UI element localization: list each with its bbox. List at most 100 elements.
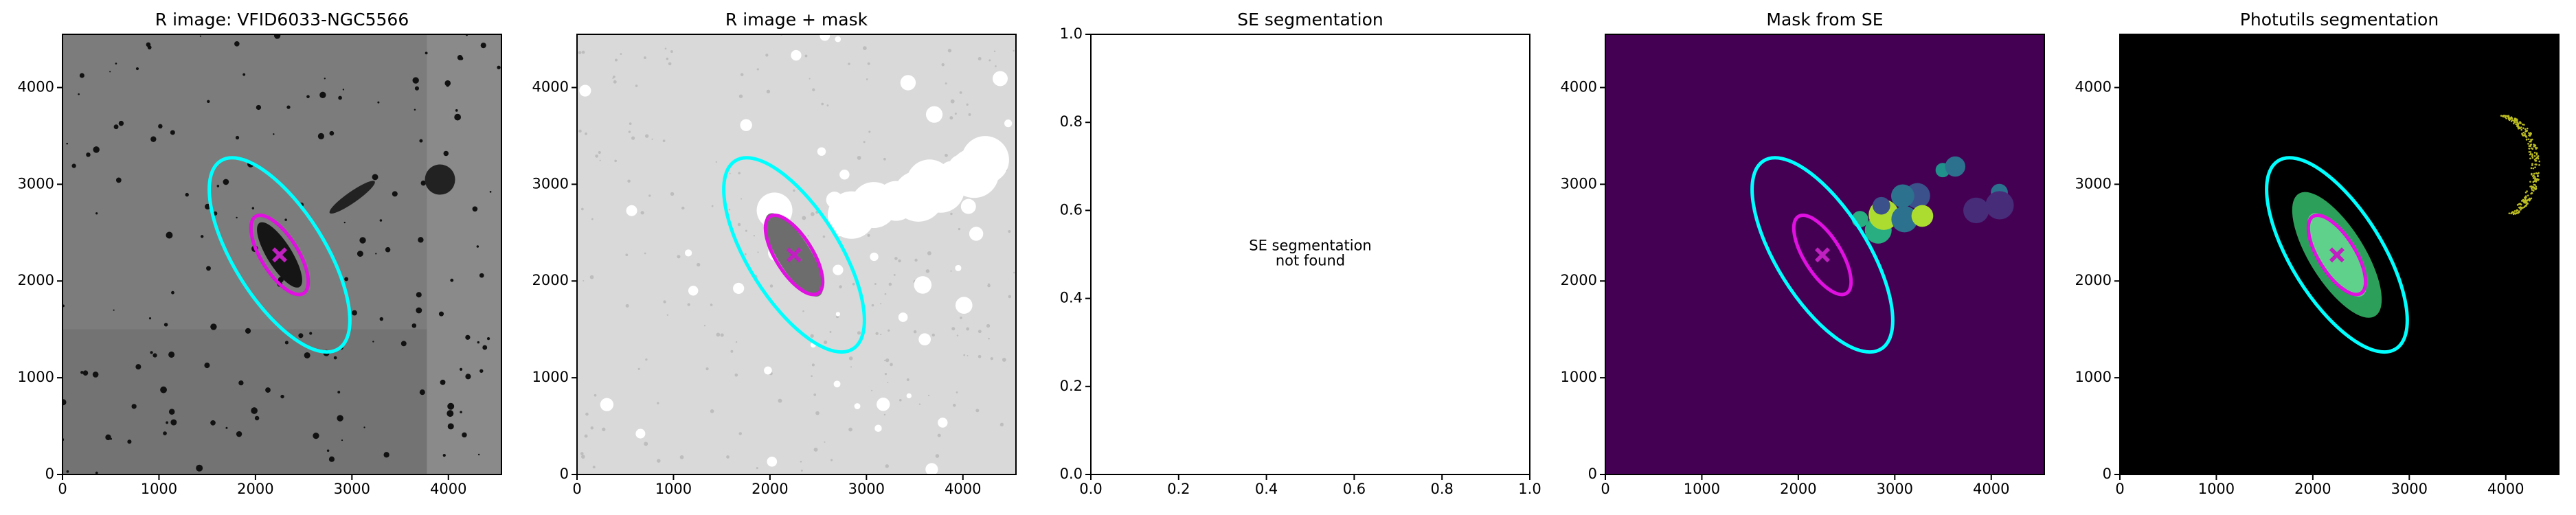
noise	[578, 51, 582, 54]
noise	[679, 455, 684, 459]
x-tick-label: 1000	[141, 481, 177, 497]
noise	[757, 251, 759, 253]
noise	[589, 275, 594, 279]
segment-dot	[2500, 115, 2502, 117]
axes-frame	[62, 34, 502, 475]
star	[210, 323, 217, 330]
noise	[868, 130, 871, 133]
star	[337, 391, 341, 393]
noise	[824, 441, 826, 443]
noise	[950, 212, 953, 216]
star	[479, 273, 484, 278]
star	[204, 363, 210, 369]
segment-dot	[2529, 157, 2531, 160]
noise	[822, 235, 826, 238]
noise	[931, 333, 935, 337]
noise	[839, 285, 842, 288]
noise	[899, 398, 902, 402]
star	[71, 163, 76, 168]
noise	[885, 358, 890, 363]
mask-hole	[626, 205, 637, 216]
y-tick-label: 0	[2103, 466, 2112, 482]
segment-dot	[2516, 119, 2518, 122]
star	[284, 341, 289, 345]
segment-dot	[2524, 133, 2527, 135]
noise	[613, 76, 615, 78]
star	[383, 452, 389, 458]
mask-hole	[1004, 119, 1013, 128]
noise	[986, 323, 991, 328]
noise	[950, 270, 952, 272]
noise	[807, 235, 809, 237]
segment-dot	[2518, 206, 2520, 209]
noise	[578, 129, 582, 133]
noise	[966, 103, 969, 106]
center-marker	[786, 247, 802, 263]
segment-dot	[2523, 124, 2525, 126]
star	[79, 73, 84, 78]
segment-dot	[2533, 180, 2535, 183]
y-tick-label: 2000	[2075, 272, 2112, 288]
noise	[894, 257, 898, 260]
star	[150, 136, 157, 142]
noise	[887, 381, 889, 383]
noise	[871, 389, 873, 391]
noise	[862, 46, 867, 50]
noise	[867, 233, 870, 237]
noise	[720, 333, 724, 337]
segment-dot	[2524, 196, 2526, 198]
segment-dot	[2520, 128, 2522, 131]
segment-dot	[2531, 163, 2533, 165]
segment-dot	[2516, 211, 2518, 214]
star	[319, 91, 326, 99]
star	[400, 341, 407, 347]
noise	[953, 404, 956, 407]
star	[337, 415, 343, 422]
image-patch	[427, 34, 501, 474]
star	[341, 439, 343, 442]
star	[482, 345, 488, 350]
star	[416, 292, 422, 298]
noise	[640, 211, 644, 215]
star	[207, 100, 210, 103]
noise	[813, 447, 818, 452]
noise	[800, 460, 802, 463]
star	[273, 133, 275, 135]
panel-title: R image + mask	[725, 10, 868, 30]
noise	[627, 179, 631, 183]
star	[313, 432, 319, 439]
segment-dot	[2538, 172, 2540, 174]
noise	[999, 422, 1004, 426]
segment-dot	[2515, 123, 2518, 125]
noise	[898, 259, 901, 263]
segment-dot	[2535, 157, 2538, 160]
star	[425, 52, 428, 55]
star	[317, 133, 325, 139]
noise	[645, 358, 648, 361]
segment-dot	[2529, 198, 2531, 201]
noise	[888, 282, 892, 286]
panel-title: R image: VFID6033-NGC5566	[155, 10, 409, 30]
noise	[815, 411, 820, 415]
star	[200, 235, 204, 238]
mask-hole	[906, 393, 912, 399]
segment-dot	[2534, 177, 2537, 180]
noise	[958, 227, 961, 231]
center-marker	[271, 247, 287, 263]
noise	[664, 47, 667, 50]
star	[66, 470, 69, 473]
star	[418, 237, 424, 243]
noise	[580, 452, 584, 455]
segment-dot	[2531, 187, 2533, 190]
noise	[738, 432, 742, 435]
star	[326, 449, 330, 452]
segment-dot	[2537, 155, 2540, 157]
star	[486, 337, 490, 341]
segment-dot	[2531, 155, 2533, 157]
segment-dot	[2536, 156, 2538, 159]
segment-dot	[2532, 185, 2534, 188]
star	[412, 77, 419, 84]
noise	[945, 82, 947, 85]
star	[127, 439, 132, 444]
